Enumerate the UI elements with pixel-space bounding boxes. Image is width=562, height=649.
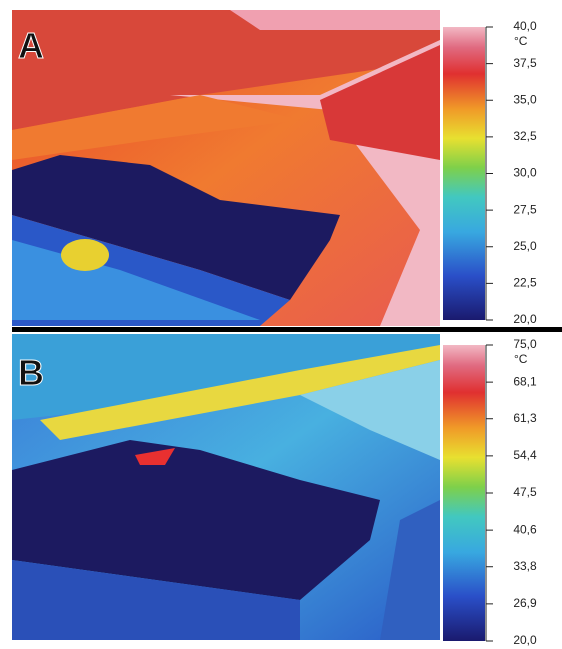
colorbar-tick-label: 35,0 <box>513 92 537 106</box>
figure: A B 40,0 37,5 35,0 32,5 30,0 27,5 25,0 22,5 20,0… <box>0 0 562 649</box>
colorbar-tick-label: 37,5 <box>513 56 537 70</box>
thermal-image-a <box>12 10 440 326</box>
colorbar-unit: °C <box>514 352 528 366</box>
panel-label: A <box>18 25 44 66</box>
colorbar-tick-label: 75,0 <box>513 337 537 351</box>
separator <box>12 327 562 332</box>
colorbar-tick-label: 40,0 <box>513 19 537 33</box>
thermal-image-b <box>12 334 440 640</box>
colorbar-tick-label: 25,0 <box>513 239 537 253</box>
colorbar-tick-label: 54,4 <box>513 448 537 462</box>
colorbar-tick-label: 47,5 <box>513 485 537 499</box>
colorbar-tick-label: 33,8 <box>513 559 537 573</box>
colorbar-tick-label: 26,9 <box>513 596 537 610</box>
panel-label: B <box>18 352 44 393</box>
colorbar-tick-label: 61,3 <box>513 411 537 425</box>
colorbar-tick-label: 68,1 <box>513 374 537 388</box>
colorbar-tick-label: 20,0 <box>513 633 537 647</box>
colorbar-b <box>443 345 485 641</box>
colorbar-tick-label: 32,5 <box>513 129 537 143</box>
colorbar-tick-label: 20,0 <box>513 312 537 326</box>
colorbar-a <box>443 27 485 320</box>
colorbar-tick-label: 40,6 <box>513 522 537 536</box>
colorbar-tick-label: 22,5 <box>513 276 537 290</box>
colorbar-unit: °C <box>514 34 528 48</box>
colorbar-tick-label: 27,5 <box>513 202 537 216</box>
colorbar-tick-label: 30,0 <box>513 166 537 180</box>
